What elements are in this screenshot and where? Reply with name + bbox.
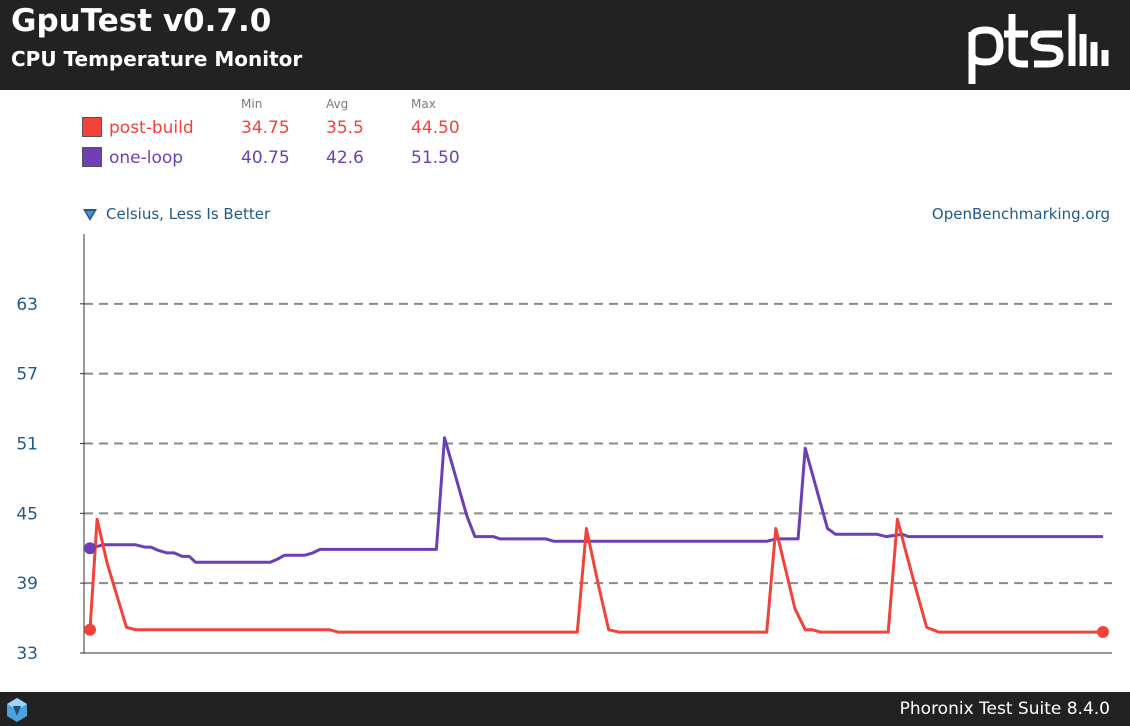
legend-header-max: Max [411, 97, 436, 111]
legend-label-one-loop: one-loop [109, 148, 184, 168]
legend-header-min: Min [241, 97, 263, 111]
legend-min-post-build: 34.75 [241, 118, 290, 138]
chart-header: GpuTest v0.7.0 CPU Temperature Monitor [0, 0, 1130, 90]
line-chart: 33 39 45 51 57 63 [16, 234, 1112, 664]
y-tick-label: 63 [16, 295, 38, 315]
series-line-post-build [88, 517, 1103, 634]
series-end-marker-post-build [1097, 626, 1109, 639]
footer-text: Phoronix Test Suite 8.4.0 [899, 699, 1110, 719]
y-tick-label: 45 [16, 504, 38, 524]
legend-label-post-build: post-build [109, 118, 194, 138]
legend-max-one-loop: 51.50 [411, 148, 460, 168]
less-is-better-icon [83, 209, 97, 221]
series-marker-post-build [84, 623, 96, 636]
legend-header-avg: Avg [326, 97, 349, 111]
series-marker-one-loop [84, 542, 96, 555]
legend-avg-one-loop: 42.6 [326, 148, 364, 168]
legend-avg-post-build: 35.5 [326, 118, 364, 138]
pts-logo [968, 14, 1109, 84]
legend-swatch-one-loop [82, 147, 102, 167]
chart-footer: Phoronix Test Suite 8.4.0 [0, 692, 1130, 726]
y-tick-label: 57 [16, 365, 38, 385]
unit-label: Celsius, Less Is Better [106, 205, 271, 223]
legend-min-one-loop: 40.75 [241, 148, 290, 168]
legend-swatch-post-build [82, 117, 102, 137]
source-link[interactable]: OpenBenchmarking.org [931, 205, 1110, 223]
y-tick-label: 33 [16, 644, 38, 664]
page-title: GpuTest v0.7.0 [11, 3, 272, 39]
pts-footer-icon [7, 698, 27, 722]
legend-max-post-build: 44.50 [411, 118, 460, 138]
y-tick-label: 39 [16, 574, 38, 594]
page-subtitle: CPU Temperature Monitor [11, 47, 303, 71]
series-line-one-loop [89, 436, 1103, 564]
y-tick-label: 51 [16, 435, 38, 455]
